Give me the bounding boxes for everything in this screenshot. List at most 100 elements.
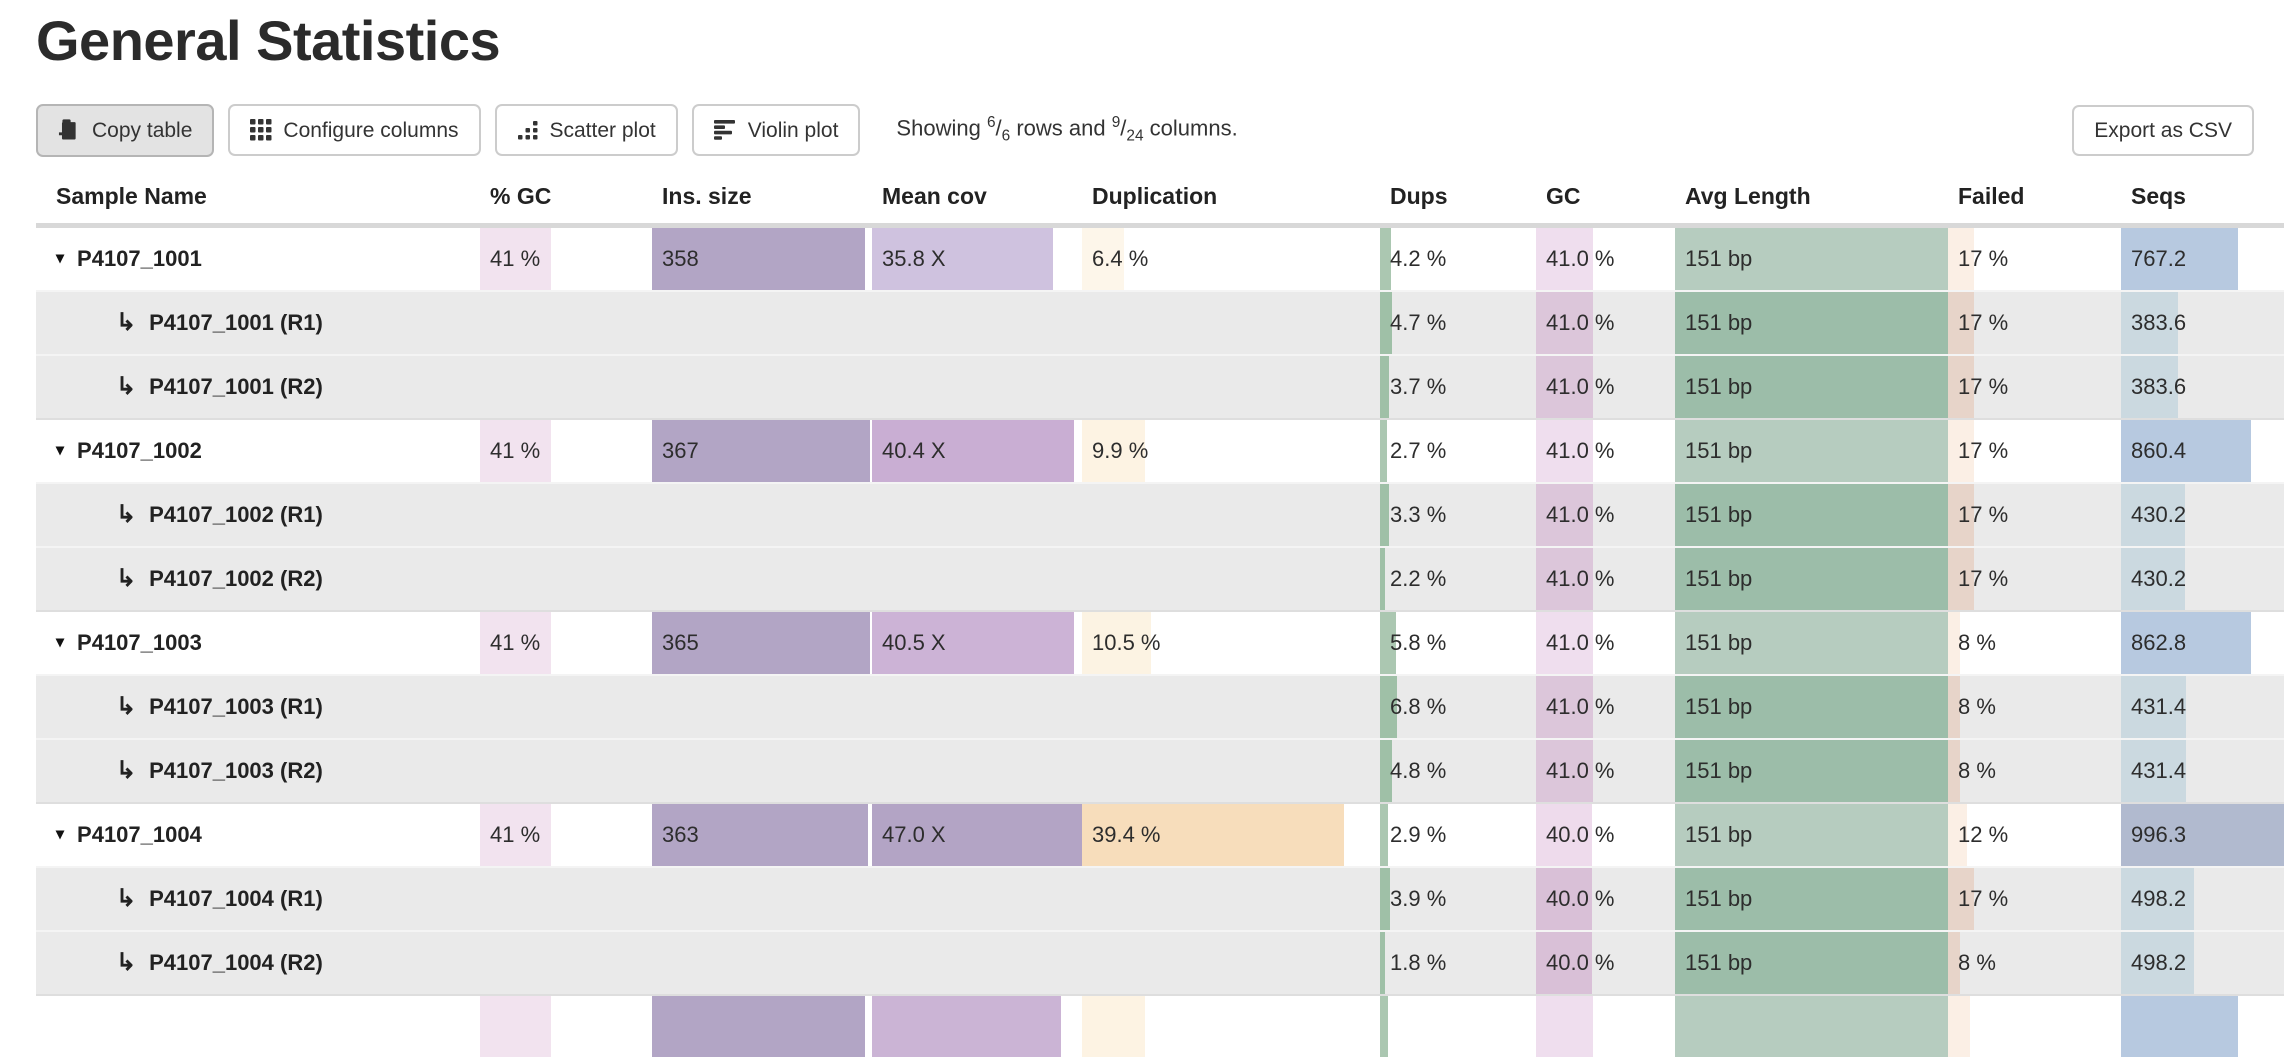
sample-name: P4107_1002 — [77, 437, 202, 463]
caret-down-icon[interactable]: ▾ — [56, 249, 65, 267]
cell-value: 8 % — [1958, 757, 1996, 783]
cell-failed: 17 % — [1948, 547, 2121, 611]
cell-ins_size: 367 — [652, 419, 872, 483]
caret-down-icon[interactable]: ▾ — [56, 825, 65, 843]
data-bar — [1536, 867, 1592, 930]
data-bar — [480, 419, 551, 482]
cell-value: 17 % — [1958, 373, 2009, 399]
cell-duplication: 6.4 % — [1082, 225, 1380, 291]
sample-cell: ▾ P4107_1002 — [36, 419, 480, 483]
cell-dups: 2.7 % — [1380, 419, 1536, 483]
sample-cell: ↳ P4107_1004 (R2) — [36, 931, 480, 995]
cell-value: 431.4 — [2131, 693, 2187, 719]
table-row: ↳ P4107_1001 (R2) 3.7 % 41.0 % 151 bp 17 % 383… — [36, 354, 2284, 419]
col-header-gc_pct[interactable]: % GC — [480, 182, 652, 228]
violin-plot-button[interactable]: Violin plot — [691, 104, 861, 157]
data-bar — [2121, 291, 2179, 354]
cell-value: 151 bp — [1685, 757, 1753, 783]
cell-gc: 41.0 % — [1536, 611, 1675, 675]
cell-value: 41.0 % — [1546, 629, 1615, 655]
col-header-sample[interactable]: Sample Name — [36, 182, 480, 228]
cell-gc_pct — [480, 739, 652, 803]
page-title: General Statistics — [36, 9, 501, 72]
data-bar — [1536, 739, 1593, 802]
col-header-dups[interactable]: Dups — [1380, 182, 1536, 228]
table-row: ↳ P4107_1002 (R2) 2.2 % 41.0 % 151 bp 17 % 430… — [36, 546, 2284, 611]
cell-dups: 5.8 % — [1380, 611, 1536, 675]
cell-gc_pct — [480, 291, 652, 355]
cell-gc: 40.0 % — [1536, 931, 1675, 995]
caret-down-icon[interactable]: ▾ — [56, 441, 65, 459]
sample-name: P4107_1004 — [77, 821, 202, 847]
data-bar — [1948, 547, 1974, 610]
cell-value: 40.4 X — [882, 437, 946, 463]
configure-columns-button[interactable]: Configure columns — [228, 104, 481, 157]
cell-value: 151 bp — [1685, 693, 1753, 719]
col-header-ins_size[interactable]: Ins. size — [652, 182, 872, 228]
cell-mean_cov: 47.0 X — [872, 803, 1082, 867]
cell-value: 41.0 % — [1546, 757, 1615, 783]
cell-value: 367 — [662, 437, 699, 463]
cell-gc: 41.0 % — [1536, 225, 1675, 291]
col-header-duplication[interactable]: Duplication — [1082, 182, 1380, 228]
cell-failed — [1948, 995, 2121, 1057]
violin-bars-icon — [713, 119, 737, 141]
cell-duplication — [1082, 547, 1380, 611]
cell-value: 151 bp — [1685, 629, 1753, 655]
cell-dups: 4.2 % — [1380, 225, 1536, 291]
sample-cell: ▾ P4107_1001 — [36, 225, 480, 291]
cell-value: 8 % — [1958, 949, 1996, 975]
cell-gc: 41.0 % — [1536, 291, 1675, 355]
col-header-gc[interactable]: GC — [1536, 182, 1675, 228]
cell-value: 4.7 % — [1390, 309, 1447, 335]
data-bar — [1380, 867, 1391, 930]
data-bar — [1380, 483, 1389, 546]
col-header-seqs[interactable]: Seqs — [2121, 182, 2284, 228]
col-header-avg_length[interactable]: Avg Length — [1675, 182, 1948, 228]
caret-down-icon[interactable]: ▾ — [56, 633, 65, 651]
table-row: ▾ P4107_1003 41 % 365 40.5 X 10.5 % 5.8 % 41.0 … — [36, 610, 2284, 675]
sample-cell: ↳ P4107_1001 (R2) — [36, 355, 480, 419]
cell-value: 358 — [662, 245, 699, 271]
cell-value: 365 — [662, 629, 699, 655]
cell-duplication — [1082, 995, 1380, 1057]
cell-failed: 8 % — [1948, 931, 2121, 995]
cell-value: 40.5 X — [882, 629, 946, 655]
copy-table-button[interactable]: Copy table — [36, 103, 215, 157]
data-bar — [1536, 931, 1592, 994]
cell-value: 151 bp — [1685, 373, 1753, 399]
data-bar — [1380, 931, 1385, 994]
table-row: ▾ P4107_1001 41 % 358 35.8 X 6.4 % 4.2 % 41.0 %… — [36, 225, 2284, 291]
col-header-mean_cov[interactable]: Mean cov — [872, 182, 1082, 228]
cell-value: 498.2 — [2131, 885, 2187, 911]
scatter-plot-button[interactable]: Scatter plot — [494, 104, 678, 157]
sample-name: P4107_1002 (R2) — [149, 565, 323, 591]
data-bar — [2121, 611, 2252, 674]
data-bar — [1082, 419, 1145, 482]
data-bar — [2121, 931, 2195, 994]
col-header-failed[interactable]: Failed — [1948, 182, 2121, 228]
cell-seqs: 430.2 — [2121, 547, 2284, 611]
data-bar — [1536, 675, 1593, 738]
table-row: ↳ P4107_1001 (R1) 4.7 % 41.0 % 151 bp 17 % 383… — [36, 290, 2284, 355]
cell-ins_size — [652, 547, 872, 611]
data-bar — [1675, 931, 1948, 994]
export-csv-button[interactable]: Export as CSV — [2072, 104, 2254, 156]
data-bar — [1675, 739, 1948, 802]
cell-value: 40.0 % — [1546, 885, 1615, 911]
cell-seqs: 862.8 — [2121, 611, 2284, 675]
cell-ins_size: 358 — [652, 225, 872, 291]
sample-name: P4107_1001 (R2) — [149, 373, 323, 399]
cell-avg_length: 151 bp — [1675, 611, 1948, 675]
data-bar — [2121, 995, 2239, 1057]
sample-name: P4107_1004 (R1) — [149, 885, 323, 911]
data-bar — [480, 227, 551, 290]
cell-seqs: 383.6 — [2121, 355, 2284, 419]
cell-failed: 17 % — [1948, 867, 2121, 931]
grid-icon — [250, 119, 272, 141]
cell-avg_length: 151 bp — [1675, 291, 1948, 355]
cell-value: 860.4 — [2131, 437, 2187, 463]
sample-cell: ↳ P4107_1004 (R1) — [36, 867, 480, 931]
cell-seqs: 431.4 — [2121, 739, 2284, 803]
cell-seqs — [2121, 995, 2284, 1057]
